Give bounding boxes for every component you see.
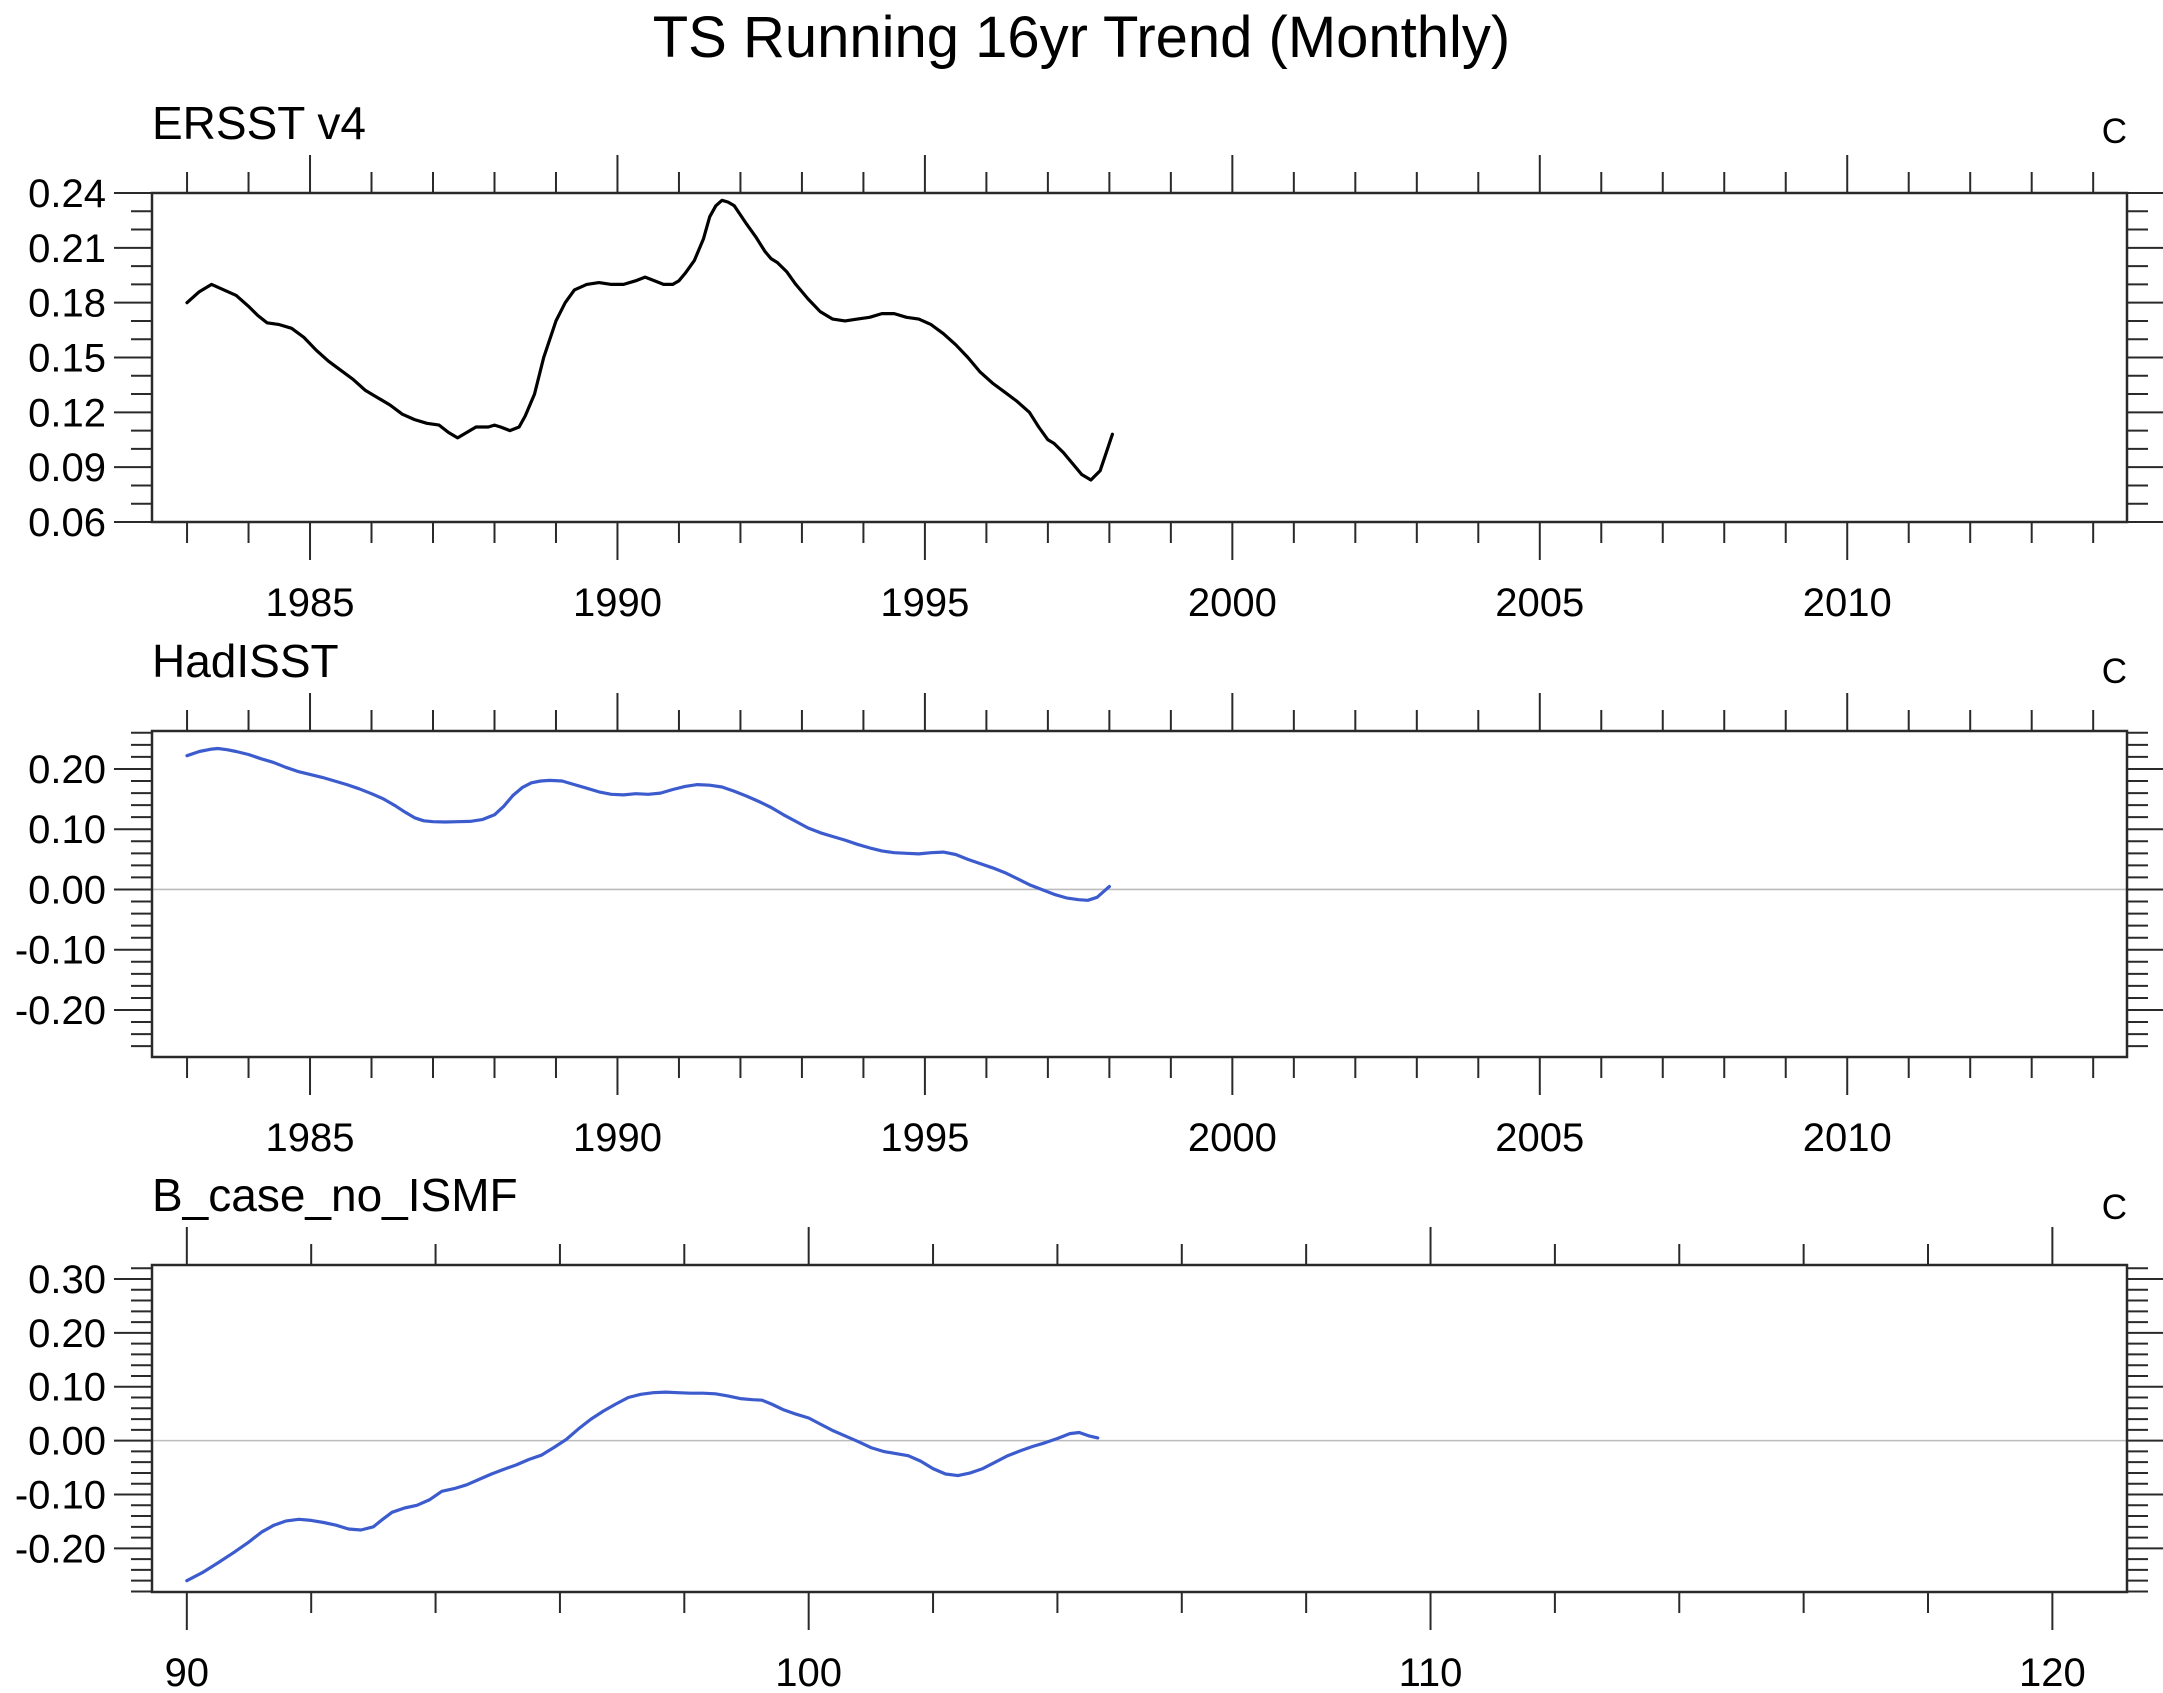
- svg-text:90: 90: [165, 1651, 210, 1693]
- svg-text:-0.10: -0.10: [15, 929, 106, 973]
- svg-text:110: 110: [1399, 1651, 1463, 1693]
- unit-label-celsius-panel2: C: [2101, 652, 2127, 691]
- svg-text:0.09: 0.09: [28, 446, 106, 490]
- svg-text:-0.10: -0.10: [15, 1473, 106, 1517]
- svg-text:1990: 1990: [573, 581, 662, 625]
- svg-text:0.15: 0.15: [28, 337, 106, 381]
- svg-text:0.30: 0.30: [28, 1258, 106, 1302]
- svg-text:0.21: 0.21: [28, 227, 106, 271]
- svg-text:1985: 1985: [266, 1116, 355, 1160]
- svg-text:1985: 1985: [266, 581, 355, 625]
- svg-text:0.24: 0.24: [28, 172, 106, 216]
- svg-text:0.10: 0.10: [28, 1366, 106, 1410]
- svg-text:2010: 2010: [1803, 1116, 1892, 1160]
- svg-text:2005: 2005: [1495, 1116, 1584, 1160]
- svg-text:2010: 2010: [1803, 581, 1892, 625]
- svg-text:0.10: 0.10: [28, 808, 106, 852]
- svg-text:1990: 1990: [573, 1116, 662, 1160]
- panel-title-ersst-v4: ERSST v4: [152, 97, 366, 149]
- figure-title: TS Running 16yr Trend (Monthly): [652, 5, 1511, 70]
- svg-text:0.06: 0.06: [28, 501, 106, 545]
- svg-text:0.00: 0.00: [28, 1420, 106, 1464]
- svg-text:0.12: 0.12: [28, 391, 106, 435]
- svg-text:120: 120: [2019, 1651, 2086, 1693]
- svg-text:0.20: 0.20: [28, 1312, 106, 1356]
- svg-text:2000: 2000: [1188, 581, 1277, 625]
- svg-text:-0.20: -0.20: [15, 989, 106, 1033]
- svg-text:1995: 1995: [880, 581, 969, 625]
- svg-text:1995: 1995: [880, 1116, 969, 1160]
- panel-title-b-case-no-ismf: B_case_no_ISMF: [152, 1169, 518, 1221]
- svg-text:-0.20: -0.20: [15, 1527, 106, 1571]
- svg-text:2005: 2005: [1495, 581, 1584, 625]
- unit-label-celsius-panel3: C: [2101, 1188, 2127, 1227]
- svg-text:0.00: 0.00: [28, 868, 106, 912]
- svg-text:0.20: 0.20: [28, 748, 106, 792]
- unit-label-celsius-panel1: C: [2101, 112, 2127, 151]
- panel-title-hadisst: HadISST: [152, 635, 339, 687]
- svg-text:2000: 2000: [1188, 1116, 1277, 1160]
- svg-text:100: 100: [775, 1651, 842, 1693]
- svg-text:0.18: 0.18: [28, 282, 106, 326]
